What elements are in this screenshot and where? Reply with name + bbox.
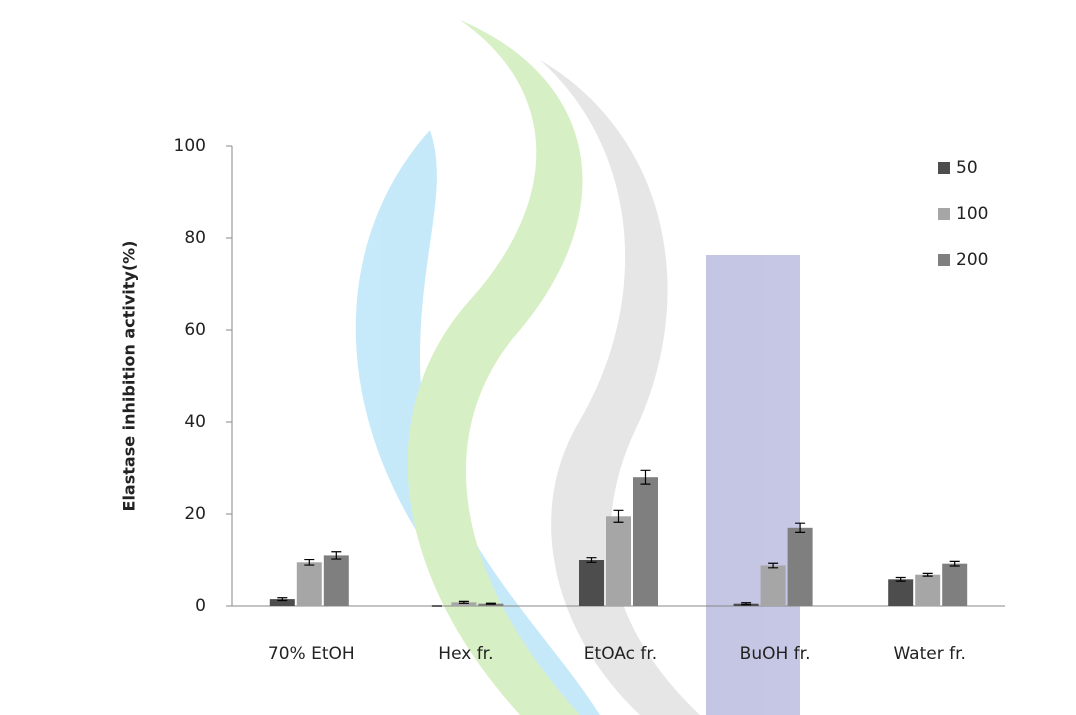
error-bar <box>586 557 597 563</box>
error-bar <box>331 551 342 560</box>
legend-swatch <box>938 254 950 266</box>
watermark-bar <box>706 255 800 715</box>
legend-swatch <box>938 208 950 220</box>
bar <box>296 562 322 606</box>
bar <box>888 579 914 606</box>
y-tick-label: 80 <box>184 228 206 248</box>
bar <box>942 563 968 606</box>
error-bar <box>895 576 906 582</box>
error-bar <box>304 558 315 566</box>
watermark-wave <box>540 60 700 715</box>
x-tick-label: 70% EtOH <box>268 644 355 664</box>
bar <box>633 477 658 606</box>
bar <box>323 555 349 606</box>
y-tick-label: 0 <box>195 596 206 616</box>
legend-swatch <box>938 162 950 174</box>
watermark <box>355 20 800 715</box>
y-tick-label: 40 <box>184 412 206 432</box>
y-tick-label: 60 <box>184 320 206 340</box>
bar <box>915 574 941 606</box>
x-tick-label: Hex fr. <box>438 644 493 664</box>
error-bar <box>277 597 288 602</box>
x-tick-label: EtOAc fr. <box>584 644 657 664</box>
error-bar <box>640 469 651 485</box>
error-bar <box>795 522 806 533</box>
watermark-wave <box>355 130 600 715</box>
legend-label: 50 <box>956 158 978 178</box>
bar <box>579 560 604 606</box>
bar <box>478 603 504 606</box>
y-axis-label: Elastase inhibition activity(%) <box>120 241 139 512</box>
error-bar <box>922 572 933 577</box>
legend-label: 200 <box>956 250 988 270</box>
error-bar <box>768 562 779 569</box>
bar <box>269 599 295 606</box>
legend-label: 100 <box>956 204 988 224</box>
bar <box>606 516 631 606</box>
error-bar <box>741 602 752 606</box>
watermark-wave <box>407 20 583 715</box>
bar <box>787 527 813 606</box>
y-tick-label: 100 <box>174 136 206 156</box>
bar <box>451 602 477 606</box>
error-bar <box>613 509 624 523</box>
error-bar <box>458 600 469 604</box>
bar <box>760 565 786 606</box>
x-tick-label: Water fr. <box>893 644 965 664</box>
x-tick-label: BuOH fr. <box>740 644 811 664</box>
error-bar <box>485 602 496 605</box>
y-tick-label: 20 <box>184 504 206 524</box>
error-bar <box>949 560 960 567</box>
